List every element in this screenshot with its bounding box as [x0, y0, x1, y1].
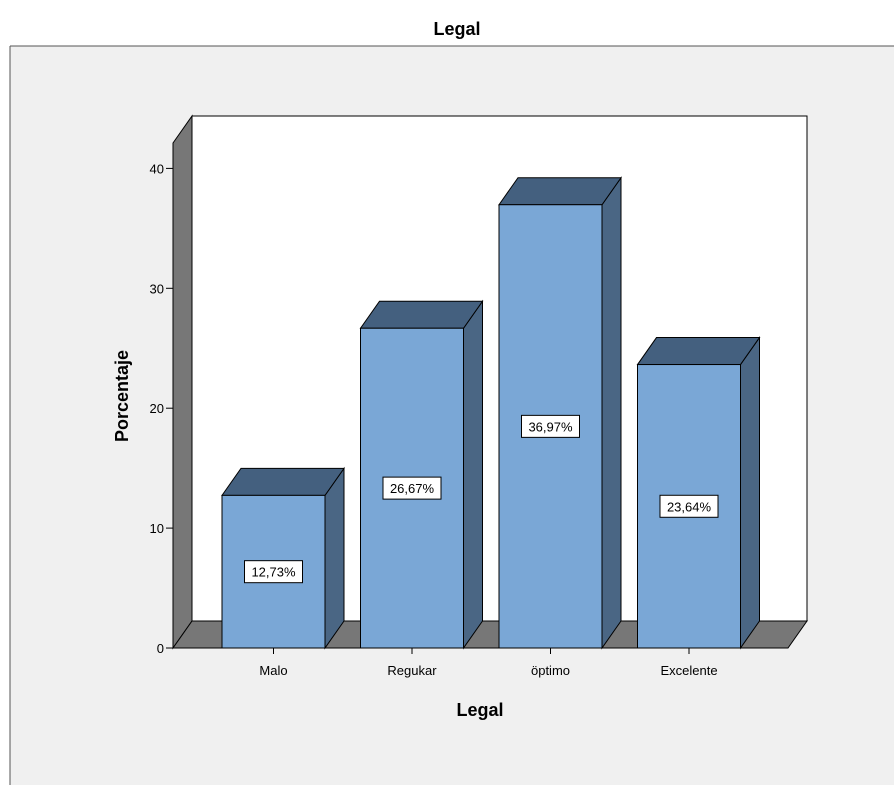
x-tick-label: öptimo	[531, 663, 570, 678]
data-label-box	[244, 560, 303, 584]
bar-side	[601, 176, 622, 650]
y-tick-label: 30	[150, 281, 164, 296]
data-label-box	[382, 476, 442, 500]
data-label: 12,73%	[251, 565, 296, 580]
bar-group: 36,97%	[498, 176, 622, 650]
bar-group: 12,73%	[221, 466, 345, 650]
y-axis: 0 10 20 30 40	[150, 161, 173, 656]
y-tick-label: 0	[157, 641, 164, 656]
bars: 12,73% 26,67% 36,97% 23,64%	[221, 176, 761, 650]
bar-top	[221, 467, 345, 496]
bar-side	[463, 299, 483, 650]
y-axis-label: Porcentaje	[112, 350, 132, 442]
y-tick-label: 10	[150, 521, 164, 536]
x-tick-label: Excelente	[660, 663, 717, 678]
bar-top	[636, 337, 761, 366]
data-label-box	[659, 494, 719, 518]
y-tick-label: 40	[150, 161, 164, 176]
bar-group: 23,64%	[636, 335, 761, 650]
bar-side	[324, 466, 345, 650]
x-tick-label: Malo	[259, 663, 287, 678]
bar-top	[498, 177, 622, 206]
bar-group: 26,67%	[359, 299, 484, 650]
x-axis-label: Legal	[456, 700, 503, 720]
data-label: 36,97%	[528, 419, 573, 434]
x-tick-label: Regukar	[387, 663, 437, 678]
data-label: 26,67%	[390, 481, 435, 496]
data-label: 23,64%	[667, 499, 712, 514]
data-label-box	[521, 414, 580, 438]
y-tick-label: 20	[150, 401, 164, 416]
chart-title: Legal	[433, 19, 480, 39]
x-axis: Malo Regukar öptimo Excelente	[259, 648, 718, 678]
bar-side	[740, 335, 760, 650]
left-wall	[172, 114, 193, 650]
bar-top	[359, 300, 484, 329]
